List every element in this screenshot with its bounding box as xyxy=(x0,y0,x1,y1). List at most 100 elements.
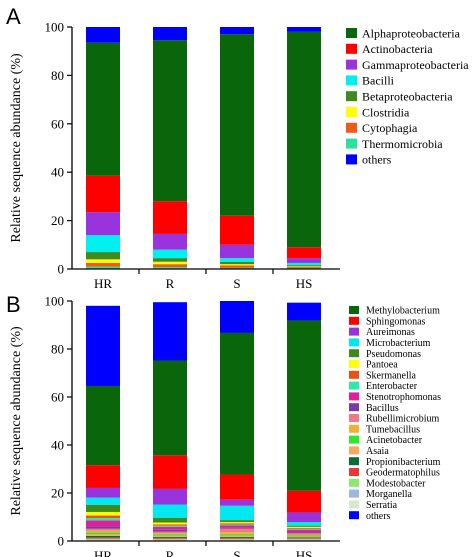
panel-b-legend-label-acinetobacter: Acinetobacter xyxy=(366,435,423,446)
panel-b-bar-hr-rubellimicrobium xyxy=(86,528,120,531)
panel-a-x-tick-label-hs: HS xyxy=(296,276,313,291)
panel-b-legend-label-bacillus: Bacillus xyxy=(366,403,399,414)
panel-b-bar-r-bacillus xyxy=(153,529,187,532)
panel-b-legend-label-pantoea: Pantoea xyxy=(366,360,398,371)
panel-b-y-tick-label-100: 100 xyxy=(45,294,65,309)
panel-a-legend-swatch-others xyxy=(346,154,357,165)
panel-b-legend-label-propionibacterium: Propionibacterium xyxy=(366,457,441,468)
panel-b-bar-s-microbacterium xyxy=(220,505,254,521)
panel-b-legend-label-microbacterium: Microbacterium xyxy=(366,338,431,349)
panel-b-bar-hs-others xyxy=(287,302,321,321)
panel-a-bar-r-clostridia xyxy=(153,261,187,265)
panel-a-legend-label-gammaproteobacteria: Gammaproteobacteria xyxy=(362,58,469,72)
panel-b-bar-r-methylobacterium xyxy=(153,360,187,456)
panel-b-legend-swatch-aureimonas xyxy=(349,327,359,336)
panel-b-legend-label-rubellimicrobium: Rubellimicrobium xyxy=(366,414,440,425)
panel-b-legend-label-asaia: Asaia xyxy=(366,446,389,457)
panel-b-bar-hr-microbacterium xyxy=(86,497,120,505)
panel-b-bar-r-pantoea xyxy=(153,522,187,525)
panel-b-bar-r-geodermatophilus xyxy=(153,537,187,539)
panel-a-bar-hr-others xyxy=(86,27,120,43)
panel-a-legend-swatch-actinobacteria xyxy=(346,43,357,54)
panel-b-y-tick-label-20: 20 xyxy=(51,486,64,501)
panel-a-y-axis-title: Relative sequence abundance (%) xyxy=(9,53,24,243)
panel-a-legend-swatch-bacilli xyxy=(346,75,357,86)
panel-a-legend-label-betaproteobacteria: Betaproteobacteria xyxy=(362,90,453,104)
panel-b-bar-r-others xyxy=(153,302,187,361)
panel-a-bar-hs-betaproteobacteria xyxy=(287,265,321,267)
panel-b-legend-swatch-pantoea xyxy=(349,360,359,368)
panel-a-chart: A 0 20 40 60 80 100 HR R S HS Relative sequence ab… xyxy=(6,4,469,291)
panel-b-chart: B 0 20 40 60 80 100 HR R S HS Relative sequence ab… xyxy=(6,292,441,557)
panel-b-bar-s-rubellimicrobium xyxy=(220,528,254,533)
panel-b-bar-hr-stenotrophomonas xyxy=(86,520,120,527)
panel-b-bar-hr-skermanella xyxy=(86,515,120,518)
panel-b-bar-hs-acinetobacter xyxy=(287,535,321,537)
panel-b-bar-hr-bacillus xyxy=(86,526,120,529)
panel-b-bar-r-microbacterium xyxy=(153,504,187,518)
panel-b-legend-swatch-others xyxy=(349,511,359,520)
panel-b-legend-swatch-enterobacter xyxy=(349,381,359,390)
panel-b-bar-s-pseudomonas xyxy=(220,520,254,523)
panel-a-bar-s-gammaproteobacteria xyxy=(220,244,254,259)
panel-a-bar-r-betaproteobacteria xyxy=(153,258,187,262)
panel-b-bar-r-aureimonas xyxy=(153,488,187,505)
panel-b-bar-s-geodermatophilus xyxy=(220,537,254,539)
panel-b-bar-hs-bacillus xyxy=(287,532,321,534)
panel-b-legend-label-sphingomonas: Sphingomonas xyxy=(366,316,426,327)
panel-a-legend-swatch-thermomicrobia xyxy=(346,138,357,149)
panel-a-bar-s-alphaproteobacteria xyxy=(220,34,254,216)
panel-a-bar-hs-actinobacteria xyxy=(287,247,321,259)
panel-a-legend-swatch-alphaproteobacteria xyxy=(346,28,357,38)
panel-b-bar-hs-tumebacillus xyxy=(287,534,321,536)
panel-b-legend-label-geodermatophilus: Geodermatophilus xyxy=(366,468,440,479)
panel-b-bar-hs-skermanella xyxy=(287,527,321,529)
panel-b-bar-hr-modestobacter xyxy=(86,538,120,540)
panel-b-x-tick-label-r: R xyxy=(166,548,175,557)
panel-b-legend-swatch-geodermatophilus xyxy=(349,468,359,476)
panel-b-bar-s-aureimonas xyxy=(220,499,254,506)
panel-b-bar-hs-geodermatophilus xyxy=(287,538,321,539)
panel-b-bar-s-stenotrophomonas xyxy=(220,525,254,528)
panel-b-legend-swatch-methylobacterium xyxy=(349,306,359,314)
panel-b-bar-hr-pantoea xyxy=(86,511,120,516)
panel-a-legend-label-others: others xyxy=(362,153,392,167)
panel-b-legend-label-enterobacter: Enterobacter xyxy=(366,381,418,392)
panel-b-y-tick-label-80: 80 xyxy=(51,342,64,357)
panel-a-legend-swatch-clostridia xyxy=(346,107,357,117)
panel-b-legend-swatch-serratia xyxy=(349,500,359,509)
panel-a-bar-hr-clostridia xyxy=(86,259,120,263)
panel-b-bar-hs-rubellimicrobium xyxy=(287,533,321,535)
panel-b-bar-s-skermanella xyxy=(220,523,254,525)
panel-b-bar-s-acinetobacter xyxy=(220,534,254,536)
panel-b-bar-hs-enterobacter xyxy=(287,528,321,530)
panel-b-bar-hs-pantoea xyxy=(287,526,321,528)
panel-a-bar-hr-betaproteobacteria xyxy=(86,252,120,260)
panel-b-bar-s-pantoea xyxy=(220,522,254,524)
panel-a-bar-r-gammaproteobacteria xyxy=(153,233,187,250)
panel-b-legend-swatch-asaia xyxy=(349,446,359,455)
panel-b-y-axis-title: Relative sequence abundance (%) xyxy=(9,326,24,516)
panel-a-bar-s-betaproteobacteria xyxy=(220,261,254,265)
panel-a-bar-hs-others xyxy=(287,27,321,32)
panel-a-legend-label-bacilli: Bacilli xyxy=(362,74,395,88)
panel-b-y-tick-label-0: 0 xyxy=(58,534,65,549)
panel-a-legend-label-actinobacteria: Actinobacteria xyxy=(362,42,433,56)
panel-a-bar-r-others xyxy=(153,27,187,41)
panel-b-bar-hr-morganella xyxy=(86,539,120,541)
panel-a-legend-label-cytophagia: Cytophagia xyxy=(362,121,418,135)
panel-a-label: A xyxy=(6,4,21,29)
panel-a-bar-hs-gammaproteobacteria xyxy=(287,258,321,263)
panel-b-bar-r-propionibacterium xyxy=(153,536,187,538)
panel-a-bar-s-actinobacteria xyxy=(220,215,254,245)
panel-a-legend-swatch-cytophagia xyxy=(346,122,357,133)
panel-a-bar-hs-alphaproteobacteria xyxy=(287,31,321,248)
panel-b-bar-r-asaia xyxy=(153,535,187,537)
panel-a-legend-swatch-gammaproteobacteria xyxy=(346,59,357,70)
panel-b-bar-hr-enterobacter xyxy=(86,517,120,521)
panel-a-y-tick-label-80: 80 xyxy=(51,68,64,83)
panel-a-bar-s-others xyxy=(220,27,254,35)
panel-a-bar-hs-clostridia xyxy=(287,266,321,268)
panel-a-bar-hr-actinobacteria xyxy=(86,175,120,213)
